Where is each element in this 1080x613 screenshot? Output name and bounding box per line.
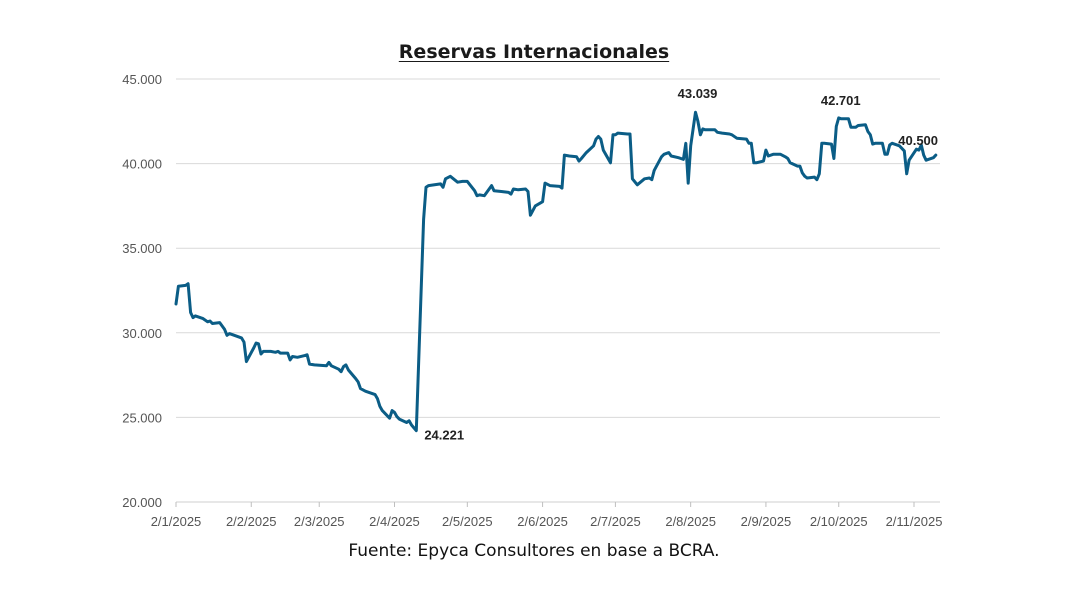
value-annotation: 43.039 bbox=[678, 86, 718, 101]
y-tick-label: 35.000 bbox=[122, 241, 162, 256]
x-tick-label: 2/8/2025 bbox=[665, 514, 716, 529]
x-tick-label: 2/1/2025 bbox=[151, 514, 202, 529]
reserves-line bbox=[174, 110, 938, 433]
x-tick-label: 2/5/2025 bbox=[442, 514, 493, 529]
y-tick-label: 45.000 bbox=[122, 72, 162, 87]
x-tick-label: 2/7/2025 bbox=[590, 514, 641, 529]
value-annotation: 42.701 bbox=[821, 93, 861, 108]
source-note: Fuente: Epyca Consultores en base a BCRA… bbox=[348, 541, 720, 561]
x-tick-label: 2/4/2025 bbox=[369, 514, 420, 529]
y-axis-ticks: 20.000 25.000 30.000 35.000 40.000 45.000 bbox=[122, 72, 162, 510]
x-axis: 2/1/2025 2/2/2025 2/3/2025 2/4/2025 2/5/2025… bbox=[151, 502, 943, 529]
y-tick-label: 30.000 bbox=[122, 326, 162, 341]
x-tick-label: 2/3/2025 bbox=[294, 514, 345, 529]
y-tick-label: 25.000 bbox=[122, 410, 162, 425]
x-tick-label: 2/9/2025 bbox=[741, 514, 792, 529]
y-tick-label: 40.000 bbox=[122, 157, 162, 172]
chart-title: Reservas Internacionales bbox=[398, 41, 670, 63]
data-annotations: 24.221 43.039 42.701 40.500 bbox=[424, 86, 938, 442]
value-annotation: 24.221 bbox=[424, 428, 464, 443]
gridlines bbox=[176, 78, 940, 503]
value-annotation: 40.500 bbox=[898, 133, 938, 148]
x-tick-label: 2/10/2025 bbox=[810, 514, 868, 529]
y-tick-label: 20.000 bbox=[122, 495, 162, 510]
x-tick-label: 2/2/2025 bbox=[226, 514, 277, 529]
x-tick-label: 2/6/2025 bbox=[517, 514, 568, 529]
x-tick-label: 2/11/2025 bbox=[886, 514, 943, 529]
